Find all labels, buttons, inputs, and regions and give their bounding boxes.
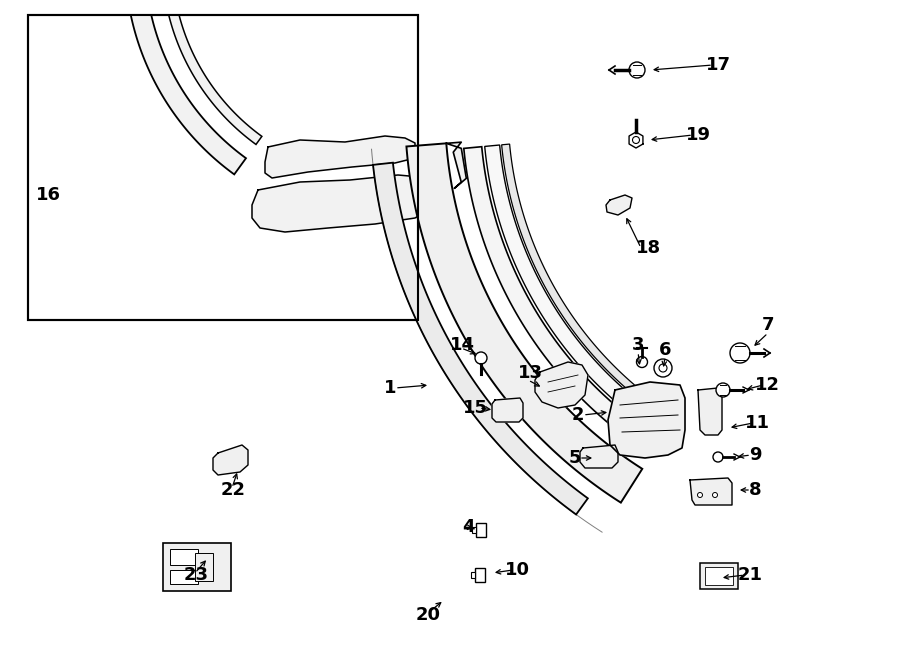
Text: 15: 15 <box>463 399 488 417</box>
Text: 4: 4 <box>462 518 474 536</box>
Text: 9: 9 <box>749 446 761 464</box>
Polygon shape <box>580 445 618 468</box>
Bar <box>700 563 738 589</box>
Circle shape <box>698 492 703 498</box>
Text: 12: 12 <box>754 376 779 394</box>
Text: 22: 22 <box>220 481 246 499</box>
Polygon shape <box>698 388 722 435</box>
Polygon shape <box>629 132 643 148</box>
Polygon shape <box>535 362 588 408</box>
Polygon shape <box>608 382 685 458</box>
Text: 6: 6 <box>659 341 671 359</box>
Polygon shape <box>690 478 732 505</box>
Polygon shape <box>606 195 632 215</box>
Text: 21: 21 <box>737 566 762 584</box>
Polygon shape <box>373 163 588 514</box>
Text: 1: 1 <box>383 379 396 397</box>
Text: 2: 2 <box>572 406 584 424</box>
Text: 7: 7 <box>761 316 774 334</box>
Bar <box>28 15 418 320</box>
Circle shape <box>730 343 750 363</box>
Text: 20: 20 <box>416 606 440 624</box>
Bar <box>170 570 198 584</box>
Text: 23: 23 <box>184 566 209 584</box>
Bar <box>163 543 231 591</box>
Polygon shape <box>464 147 661 455</box>
Circle shape <box>716 383 730 397</box>
Text: 11: 11 <box>744 414 770 432</box>
Text: 5: 5 <box>569 449 581 467</box>
Text: 14: 14 <box>449 336 474 354</box>
Bar <box>28 15 418 320</box>
Bar <box>471 572 475 578</box>
Text: 10: 10 <box>505 561 529 579</box>
Circle shape <box>713 452 723 462</box>
Polygon shape <box>252 175 435 232</box>
Circle shape <box>475 352 487 364</box>
Text: 17: 17 <box>706 56 731 74</box>
Circle shape <box>629 62 645 78</box>
Polygon shape <box>213 445 248 475</box>
Text: 8: 8 <box>749 481 761 499</box>
Text: 3: 3 <box>632 336 644 354</box>
Polygon shape <box>162 0 262 145</box>
Bar <box>170 549 198 565</box>
Polygon shape <box>125 0 246 175</box>
Text: 16: 16 <box>35 186 60 204</box>
Circle shape <box>659 364 667 372</box>
Text: 18: 18 <box>635 239 661 257</box>
Bar <box>28 15 418 320</box>
Polygon shape <box>265 136 415 178</box>
Text: 13: 13 <box>518 364 543 382</box>
Bar <box>472 527 476 533</box>
Bar <box>705 567 733 585</box>
Bar <box>475 568 485 582</box>
Polygon shape <box>492 398 523 422</box>
Circle shape <box>633 137 640 143</box>
Circle shape <box>654 359 672 377</box>
Text: 19: 19 <box>686 126 710 144</box>
Polygon shape <box>446 142 466 188</box>
Polygon shape <box>407 143 643 502</box>
Bar <box>195 553 213 581</box>
Polygon shape <box>501 144 667 416</box>
Circle shape <box>636 356 647 368</box>
Bar <box>476 523 486 537</box>
Circle shape <box>713 492 717 498</box>
Polygon shape <box>485 145 670 437</box>
